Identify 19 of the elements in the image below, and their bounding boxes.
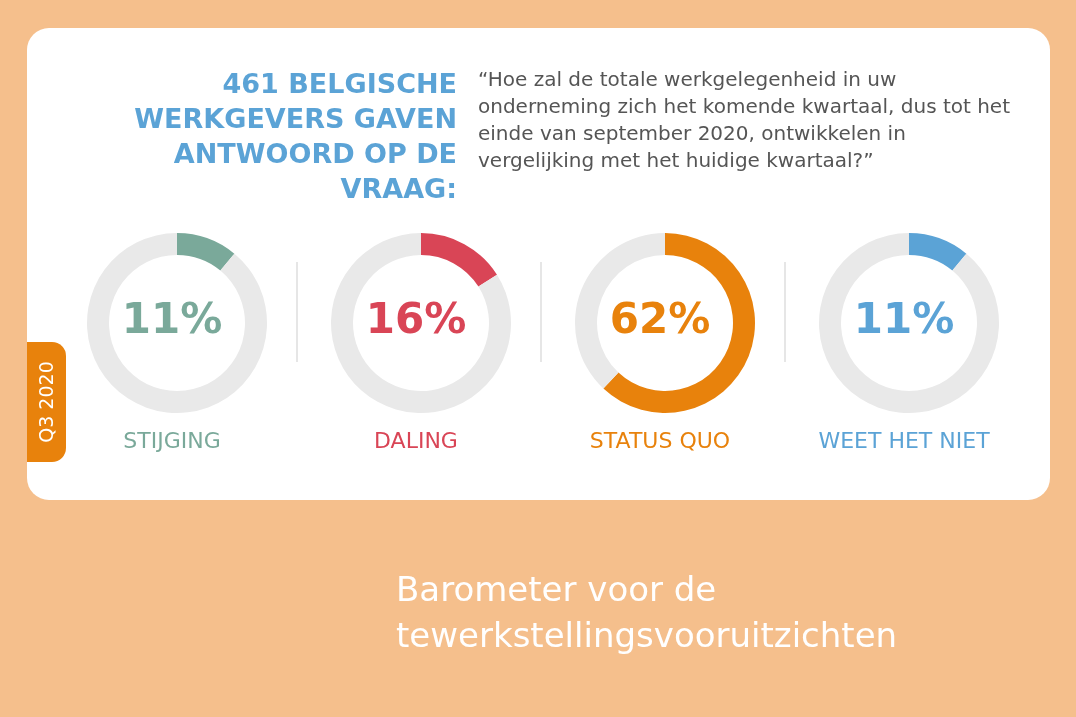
text: 11% bbox=[120, 294, 224, 343]
text: STIJGING bbox=[123, 428, 221, 453]
text: 461 BELGISCHE WERKGEVERS GAVEN ANTWOORD OP DE VRAAG: bbox=[133, 67, 457, 206]
text: STATUS QUO bbox=[588, 428, 732, 453]
donut-slice bbox=[909, 233, 967, 271]
text: 62% bbox=[608, 294, 712, 343]
donut-slice bbox=[421, 233, 497, 287]
text: DALING bbox=[373, 428, 459, 453]
donut-slice bbox=[331, 233, 511, 413]
donut-slice bbox=[87, 233, 267, 413]
donut-slice bbox=[819, 233, 999, 413]
donut-slice bbox=[603, 233, 755, 413]
donut-slice bbox=[177, 233, 235, 271]
text: “Hoe zal de totale werkgelegenheid in uw onderneming zich het komende kwartaal, dus tot het einde van september 2020, ontwikkelen in vergelijking met het huidige kwartaal?” bbox=[478, 66, 1011, 174]
text: 16% bbox=[364, 294, 468, 343]
text: 11% bbox=[852, 294, 956, 343]
text: Barometer voor de tewerkstellingsvooruitzichten bbox=[396, 568, 899, 657]
text: Q3 2020 bbox=[35, 361, 57, 443]
text: WEET HET NIET bbox=[817, 428, 991, 453]
